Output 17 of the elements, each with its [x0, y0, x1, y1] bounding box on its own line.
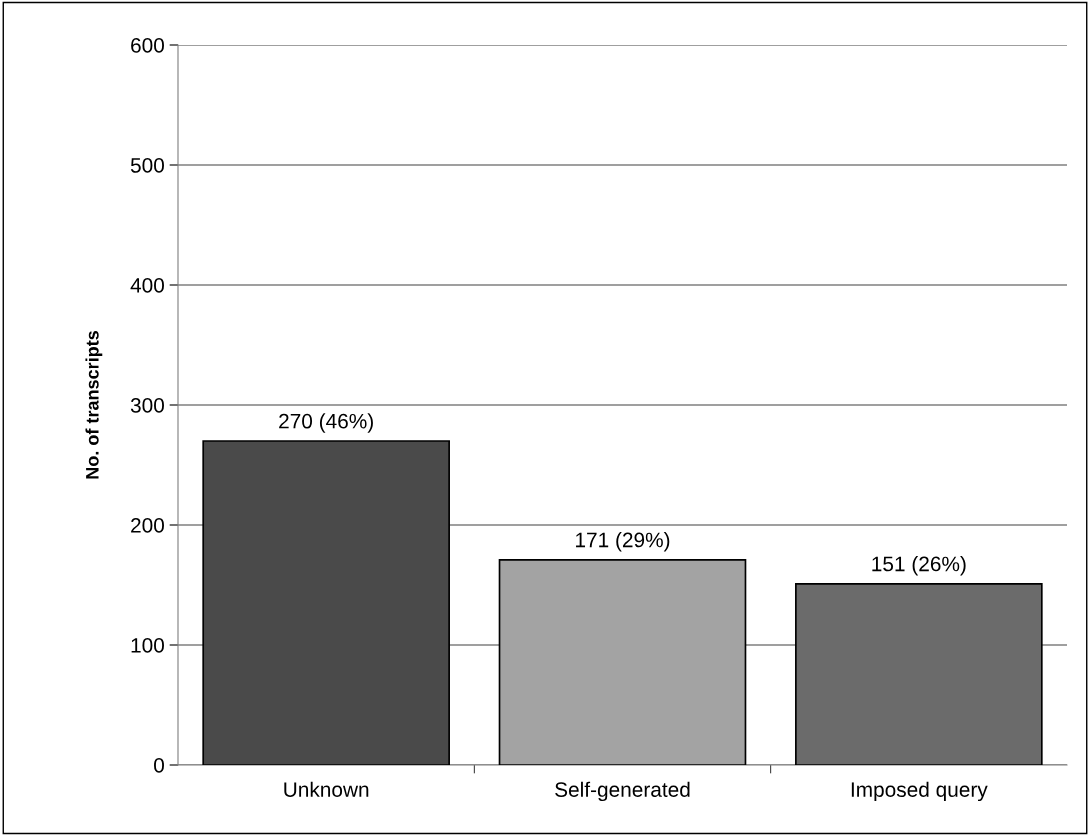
x-tick-label: Unknown	[284, 781, 369, 797]
y-tick-label: 400	[130, 278, 164, 293]
x-tick-label: Imposed query	[851, 781, 988, 802]
data-label: 151 (26%)	[872, 556, 966, 576]
bar	[202, 440, 450, 765]
x-tick-label: Self-generated	[555, 781, 690, 802]
y-tick-label: 500	[130, 158, 164, 173]
data-label: 270 (46%)	[279, 413, 373, 433]
y-tick-label: 0	[154, 758, 164, 773]
data-label: 171 (29%)	[576, 532, 670, 552]
bar	[498, 558, 747, 765]
y-tick-label: 200	[131, 518, 164, 533]
y-axis-title: No. of transcripts	[85, 331, 103, 479]
bar	[795, 582, 1043, 765]
y-tick-label: 600	[131, 38, 164, 53]
y-tick-label: 300	[130, 398, 164, 413]
y-tick-label: 100	[131, 638, 164, 653]
